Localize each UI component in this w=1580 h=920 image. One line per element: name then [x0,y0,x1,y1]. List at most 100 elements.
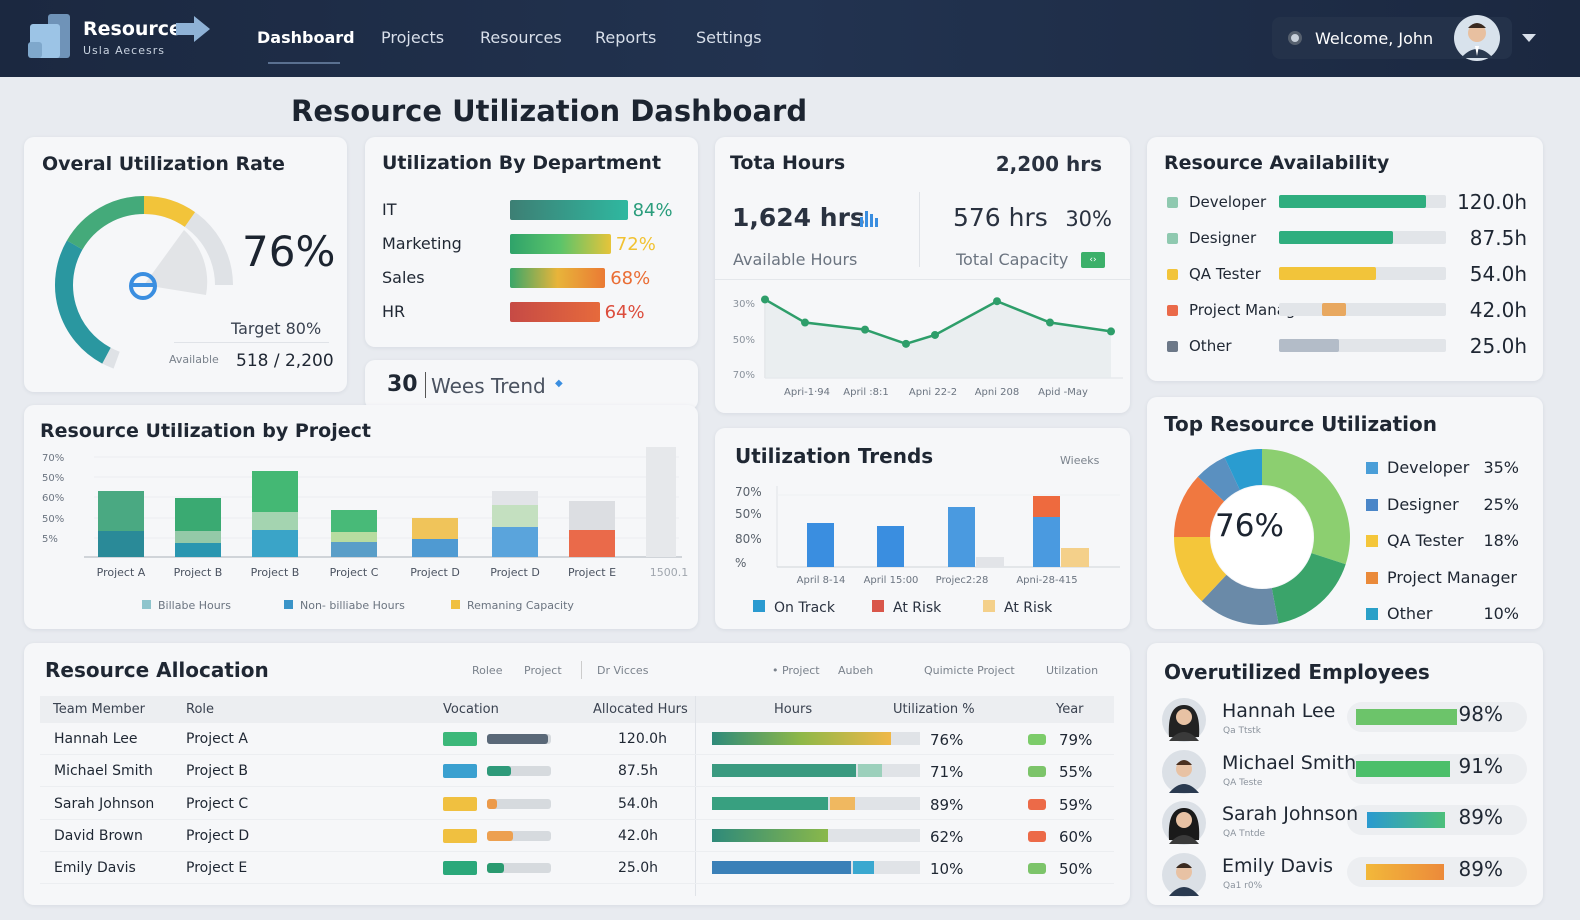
period-selector[interactable]: Wieeks [1060,454,1100,467]
vocation-bar [487,734,548,744]
hours-bar [712,732,891,745]
card-title: Top Resource Utilization [1164,412,1437,436]
nav-settings[interactable]: Settings [696,28,762,47]
y-tick-label: 50% [42,473,64,484]
legend-label: Developer [1387,458,1470,477]
table-row[interactable]: Michael Smith Project B 87.5h 71% 55% [40,755,1114,788]
vocation-track [487,766,551,777]
col-team-member[interactable]: Team Member [53,702,145,717]
utilization-value: 98% [1458,702,1503,726]
filter-project[interactable]: Project [524,664,562,677]
legend-swatch [983,600,995,612]
allocated-hours: 42.0h [618,827,659,844]
legend-swatch [753,600,765,612]
bar-segment [877,526,904,567]
user-avatar[interactable] [1453,14,1501,62]
bar-segment [569,530,615,557]
filter-aubeh[interactable]: Aubeh [838,664,874,677]
vocation-bar [487,830,514,841]
hours-bar [712,861,852,875]
department-bar [510,200,628,220]
employee-avatar[interactable] [1161,852,1207,898]
project-stacked-bar-chart: 70% 50% 60% 50% 5% Project A Project B Project … [42,447,688,612]
availability-value: 87.5h [1469,226,1527,250]
table-row[interactable]: Emily Davis Project E 25.0h 10% 50% [40,852,1114,885]
avatar-body [1169,835,1199,844]
nav-reports[interactable]: Reports [595,28,657,47]
avatar-hair [1176,862,1192,868]
divider [581,661,582,679]
legend-swatch [1366,571,1378,584]
filter-role[interactable]: Rolee [472,664,503,677]
chevron-down-icon[interactable] [1522,34,1536,44]
employee-avatar[interactable] [1161,749,1207,795]
employee-avatar[interactable] [1161,800,1207,846]
available-hours-label: Available Hours [733,250,858,269]
y-tick-label: 30% [733,299,755,310]
legend-label: Designer [1387,494,1459,514]
resource-allocation-card: Resource Allocation Rolee Project Dr Vic… [24,643,1130,905]
col-allocated-hours[interactable]: Allocated Hurs [593,702,688,717]
y-tick-label: 50% [735,507,762,521]
legend-value: 18% [1483,531,1519,550]
top-nav-bar: Resource Usla Aecesrs Dashboard Projects… [0,0,1580,77]
nav-resources[interactable]: Resources [480,28,562,47]
legend-swatch [284,600,293,609]
trend-number: 30 [387,372,418,397]
code-badge-icon: ‹› [1081,252,1105,268]
hours-bar [712,796,829,810]
welcome-text: Welcome, John [1315,29,1434,48]
donut-hole [1211,486,1313,588]
filter-devices[interactable]: Dr Vicces [597,664,649,677]
utilization-pct: 10% [930,860,964,879]
avatar-body [1169,732,1199,741]
nav-projects[interactable]: Projects [381,28,445,47]
year-value: 60% [1059,827,1093,846]
bar-segment [492,527,538,557]
allocated-hours: 87.5h [618,763,659,780]
role: Project C [186,795,249,812]
col-vocation[interactable]: Vocation [443,702,499,717]
gauge-fill [66,196,145,250]
col-year[interactable]: Year [1056,702,1084,717]
employee-avatar[interactable] [1161,697,1207,743]
y-tick-label: % [735,556,746,570]
filter-quimicte-project[interactable]: Quimicte Project [924,664,1015,677]
x-tick-label: April 8-14 [797,575,846,586]
table-row[interactable]: Hannah Lee Project A 120.0h 76% 79% [40,723,1114,755]
divider [919,192,920,267]
employee-role: QA Tntde [1223,829,1266,839]
department-bar [510,268,606,288]
table-row[interactable]: Sarah Johnson Project C 54.0h 89% 59% [40,788,1114,820]
member-name: Emily Davis [54,860,136,877]
legend-swatch [1167,269,1178,280]
col-role[interactable]: Role [186,702,215,717]
nav-dashboard[interactable]: Dashboard [257,28,355,47]
utilization-value: 89% [1458,856,1503,881]
employee-name: Michael Smith [1222,751,1357,774]
resource-availability-card: Resource Availability Developer 120.0h Des… [1147,137,1543,381]
col-utilization[interactable]: Utilization % [893,702,975,717]
filter-utilization[interactable]: Utilzation [1046,664,1099,677]
utilization-pct: 89% [930,795,964,814]
trend-card[interactable]: 30 Wees Trend ◆ [365,360,698,410]
legend-label: Project Manager [1387,567,1517,587]
table-row[interactable]: David Brown Project D 42.0h 62% 60% [40,820,1114,852]
filter-project-2[interactable]: • Project [772,664,820,677]
x-tick-label: April 15:00 [864,575,919,586]
avatar-body [1169,886,1199,896]
y-tick-label: 60% [42,493,64,504]
hours-bar-secondary [853,861,875,875]
app-logo[interactable]: Resource Usla Aecesrs [26,12,216,64]
department-value: 64% [604,302,645,323]
employee-role: QA Teste [1223,777,1263,788]
year-swatch [1028,766,1046,778]
role: Project D [186,827,250,844]
legend-swatch [142,600,151,609]
col-hours[interactable]: Hours [774,702,813,717]
x-tick-label: Apri-1·94 [784,387,830,398]
card-title: Utilization By Department [382,152,662,174]
y-tick-label: 70% [42,453,64,464]
y-tick-label: 80% [735,532,762,546]
page-title: Resource Utilization Dashboard [291,94,808,128]
